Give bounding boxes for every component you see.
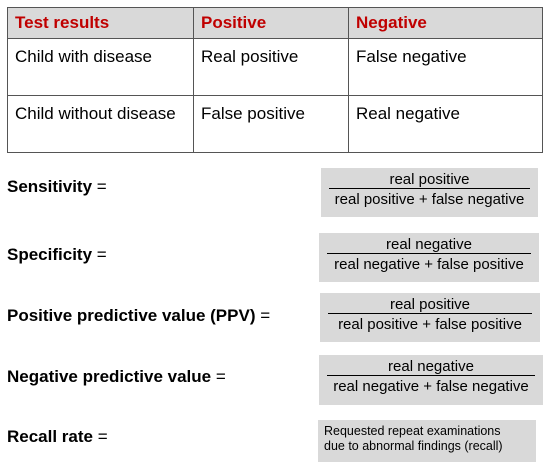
npv-term: Negative predictive value [7,367,212,386]
cell-real-positive: Real positive [193,38,349,96]
npv-label: Negative predictive value = [7,367,226,387]
npv-denominator: real negative + false negative [333,378,529,395]
npv-equals: = [211,367,226,386]
specificity-formula-box: real negative real negative + false posi… [319,233,539,282]
sensitivity-equals: = [92,177,107,196]
npv-numerator: real negative [327,355,535,376]
recall-rate-label: Recall rate = [7,427,108,447]
cell-false-negative: False negative [348,38,543,96]
sensitivity-term: Sensitivity [7,177,93,196]
cell-real-negative: Real negative [348,95,543,153]
test-results-table: Test results Positive Negative Child wit… [7,7,543,153]
sensitivity-denominator: real positive + false negative [334,191,525,208]
recall-rate-line-1: Requested repeat examinations [324,424,501,438]
cell-false-positive: False positive [193,95,349,153]
header-test-results: Test results [7,7,194,39]
recall-rate-formula-box: Requested repeat examinations due to abn… [318,420,536,462]
header-positive: Positive [193,7,349,39]
specificity-numerator: real negative [327,233,531,254]
npv-formula-box: real negative real negative + false nega… [319,355,543,405]
header-negative: Negative [348,7,543,39]
recall-rate-equals: = [93,427,108,446]
cell-child-without-disease: Child without disease [7,95,194,153]
specificity-denominator: real negative + false positive [334,256,524,273]
table-row: Child with disease Real positive False n… [7,38,543,96]
sensitivity-label: Sensitivity = [7,177,107,197]
table-header-row: Test results Positive Negative [7,7,543,39]
recall-rate-line-2: due to abnormal findings (recall) [324,439,503,453]
table-row: Child without disease False positive Rea… [7,95,543,153]
ppv-label: Positive predictive value (PPV) = [7,306,270,326]
specificity-term: Specificity [7,245,93,264]
recall-rate-term: Recall rate [7,427,93,446]
ppv-formula-box: real positive real positive + false posi… [320,293,540,342]
cell-child-with-disease: Child with disease [7,38,194,96]
ppv-denominator: real positive + false positive [338,316,522,333]
ppv-equals: = [255,306,271,325]
specificity-equals: = [92,245,107,264]
ppv-term: Positive predictive value (PPV) [7,306,256,325]
specificity-label: Specificity = [7,245,107,265]
ppv-numerator: real positive [328,293,532,314]
sensitivity-formula-box: real positive real positive + false nega… [321,168,538,217]
sensitivity-numerator: real positive [329,168,530,189]
